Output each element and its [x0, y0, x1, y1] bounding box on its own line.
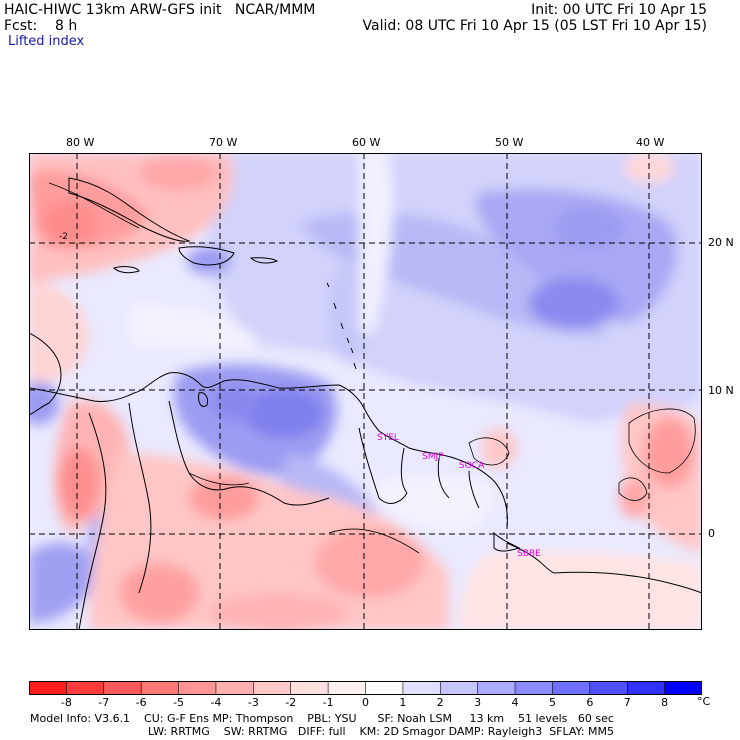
colorbar-swatch	[515, 681, 553, 695]
colorbar-swatch	[440, 681, 479, 695]
valid-time: Valid: 08 UTC Fri 10 Apr 15 (05 LST Fri …	[362, 18, 707, 34]
colorbar-unit: °C	[697, 695, 711, 708]
colorbar-swatch	[141, 681, 180, 695]
forecast-hour: Fcst: 8 h	[4, 18, 78, 34]
colorbar-swatch	[253, 681, 292, 695]
lifted-index-map: SYEL SMJP SOCA SBBE -2	[29, 153, 702, 630]
lat-label-0: 0	[708, 527, 715, 540]
lon-label-70w: 70 W	[209, 136, 238, 149]
colorbar-swatch	[29, 681, 67, 695]
colorbar-tick-label: 4	[511, 696, 519, 709]
lon-label-80w: 80 W	[66, 136, 95, 149]
colorbar-swatch	[365, 681, 404, 695]
colorbar-swatch	[290, 681, 329, 695]
colorbar	[29, 681, 702, 695]
colorbar-tick-label: 6	[586, 696, 594, 709]
lon-label-50w: 50 W	[495, 136, 524, 149]
field-name: Lifted index	[8, 34, 85, 49]
colorbar-swatch	[477, 681, 516, 695]
colorbar-swatch	[178, 681, 217, 695]
colorbar-tick-label: -2	[285, 696, 297, 709]
colorbar-tick-label: -6	[135, 696, 147, 709]
colorbar-tick-label: -4	[210, 696, 222, 709]
colorbar-tick-label: 8	[661, 696, 669, 709]
colorbar-tick-label: -5	[173, 696, 185, 709]
lon-label-40w: 40 W	[636, 136, 665, 149]
init-time: Init: 00 UTC Fri 10 Apr 15	[531, 2, 707, 18]
station-label-soca: SOCA	[459, 461, 485, 471]
lat-label-20n: 20 N	[708, 236, 734, 249]
colorbar-tick-label: -7	[98, 696, 110, 709]
contour-label: -2	[59, 232, 68, 242]
colorbar-tick-label: 2	[436, 696, 444, 709]
colorbar-swatch	[589, 681, 628, 695]
model-info-line1: Model Info: V3.6.1 CU: G-F Ens MP: Thomp…	[30, 712, 614, 725]
model-info-line2: LW: RRTMG SW: RRTMG DIFF: full KM: 2D Sm…	[148, 725, 614, 738]
colorbar-tick-label: 3	[474, 696, 482, 709]
colorbar-tick-label: 5	[548, 696, 556, 709]
colorbar-swatch	[552, 681, 591, 695]
station-label-sbbe: SBBE	[517, 549, 541, 559]
station-label-syel: SYEL	[377, 433, 399, 443]
colorbar-tick-label: 0	[362, 696, 369, 709]
colorbar-tick-label: -1	[322, 696, 334, 709]
colorbar-tick-label: -3	[247, 696, 259, 709]
lat-label-10n: 10 N	[708, 384, 734, 397]
map-frame	[29, 153, 702, 630]
station-label-smjp: SMJP	[422, 452, 444, 462]
colorbar-tick-label: 7	[623, 696, 631, 709]
colorbar-swatch	[328, 681, 366, 695]
map-title: HAIC-HIWC 13km ARW-GFS init NCAR/MMM	[4, 2, 316, 18]
colorbar-swatch	[103, 681, 142, 695]
lon-label-60w: 60 W	[352, 136, 381, 149]
colorbar-swatch	[66, 681, 105, 695]
colorbar-tick-label: -8	[60, 696, 72, 709]
colorbar-tick-label: 1	[399, 696, 407, 709]
colorbar-swatch	[664, 681, 702, 695]
colorbar-swatch	[402, 681, 441, 695]
colorbar-swatch	[627, 681, 666, 695]
colorbar-swatch	[215, 681, 254, 695]
